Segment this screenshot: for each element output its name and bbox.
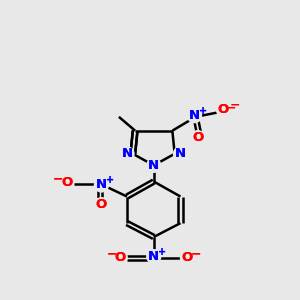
Text: O: O bbox=[182, 251, 193, 264]
Text: +: + bbox=[106, 176, 114, 185]
Circle shape bbox=[173, 147, 188, 161]
Text: +: + bbox=[199, 106, 207, 116]
Text: O: O bbox=[61, 176, 72, 189]
Text: N: N bbox=[148, 250, 159, 263]
Circle shape bbox=[94, 198, 108, 212]
Text: −: − bbox=[225, 101, 236, 114]
Circle shape bbox=[60, 176, 74, 190]
Text: +: + bbox=[106, 176, 114, 185]
Text: N: N bbox=[122, 147, 133, 160]
Text: O: O bbox=[192, 131, 203, 144]
Text: N: N bbox=[148, 159, 159, 172]
Circle shape bbox=[188, 109, 201, 123]
Circle shape bbox=[147, 250, 161, 263]
Text: +: + bbox=[158, 247, 166, 257]
Text: N: N bbox=[96, 178, 107, 191]
Text: N: N bbox=[148, 250, 159, 263]
Text: O: O bbox=[61, 176, 72, 189]
Text: N: N bbox=[148, 159, 159, 172]
Text: −: − bbox=[107, 248, 117, 261]
Circle shape bbox=[181, 251, 194, 265]
Text: +: + bbox=[158, 247, 166, 257]
Text: N: N bbox=[122, 147, 133, 160]
Text: O: O bbox=[218, 103, 229, 116]
Text: N: N bbox=[189, 109, 200, 122]
Text: −: − bbox=[230, 99, 240, 112]
Circle shape bbox=[120, 147, 134, 161]
Text: +: + bbox=[199, 106, 207, 116]
Text: −: − bbox=[190, 248, 201, 261]
Circle shape bbox=[147, 158, 161, 172]
Text: −: − bbox=[53, 173, 64, 186]
Circle shape bbox=[113, 251, 127, 265]
Text: N: N bbox=[175, 147, 186, 160]
Text: O: O bbox=[182, 251, 193, 264]
Text: O: O bbox=[218, 103, 229, 116]
Text: O: O bbox=[114, 251, 126, 264]
Circle shape bbox=[191, 131, 205, 145]
Text: O: O bbox=[114, 251, 126, 264]
Text: N: N bbox=[96, 178, 107, 191]
Text: O: O bbox=[96, 198, 107, 211]
Text: N: N bbox=[189, 109, 200, 122]
Circle shape bbox=[217, 103, 230, 117]
Text: −: − bbox=[107, 248, 117, 261]
Text: O: O bbox=[96, 198, 107, 211]
Text: −: − bbox=[190, 248, 201, 261]
Text: −: − bbox=[53, 173, 64, 186]
Text: O: O bbox=[192, 131, 203, 144]
Circle shape bbox=[94, 178, 108, 192]
Text: N: N bbox=[175, 147, 186, 160]
